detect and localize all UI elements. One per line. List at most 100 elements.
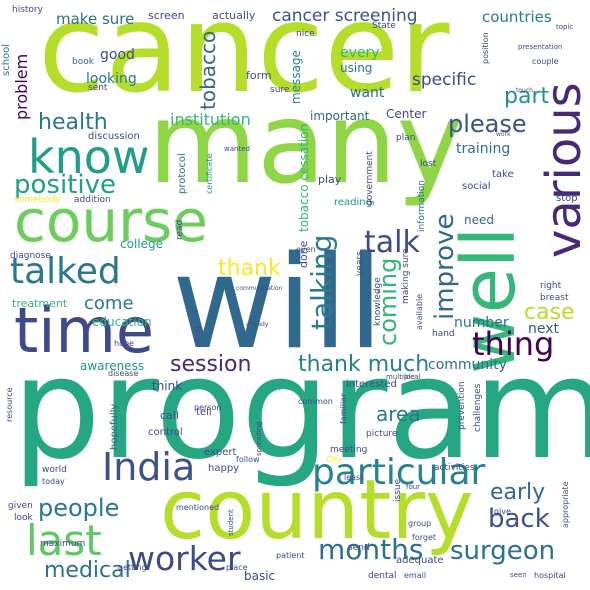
word: countries xyxy=(482,8,552,26)
word: today xyxy=(42,477,65,486)
word: resource xyxy=(5,387,14,422)
word: knowledge xyxy=(373,277,383,326)
word: please xyxy=(448,110,527,138)
word: case xyxy=(524,300,575,325)
word: protocol xyxy=(177,153,188,194)
word: thing xyxy=(472,325,555,363)
word: last xyxy=(26,516,102,565)
word: work xyxy=(496,131,511,138)
word: back xyxy=(488,504,550,534)
word: State xyxy=(372,21,396,31)
word: every xyxy=(340,45,380,61)
word: Center xyxy=(386,107,427,121)
word: presentation xyxy=(518,43,563,51)
word: available xyxy=(415,293,424,330)
word: nice xyxy=(296,29,315,39)
word: City xyxy=(326,455,342,464)
word: social xyxy=(462,181,491,192)
word: lost xyxy=(420,159,437,169)
word: position xyxy=(481,32,490,64)
word: screen xyxy=(148,9,185,22)
word: touch xyxy=(516,87,533,94)
word: breast xyxy=(540,293,569,303)
word: look xyxy=(14,513,33,523)
word: talk xyxy=(364,225,420,260)
word: thank much xyxy=(298,352,430,377)
word: will xyxy=(172,229,384,378)
word: form xyxy=(246,69,272,82)
word: thank xyxy=(218,256,281,281)
word: want xyxy=(350,85,385,101)
word: topic xyxy=(556,23,574,31)
word: many xyxy=(148,79,463,209)
word: tobacco xyxy=(196,30,220,110)
word: tobacco cessation xyxy=(297,123,311,232)
word: improve xyxy=(430,213,460,320)
word: looking xyxy=(86,71,137,87)
word: people xyxy=(38,494,120,522)
word: adequate xyxy=(396,555,444,566)
word: meeting xyxy=(330,445,368,455)
word: short xyxy=(193,325,202,346)
word: college xyxy=(120,237,163,251)
word: book xyxy=(72,57,94,67)
word: institution xyxy=(170,110,251,129)
word: play xyxy=(318,173,342,186)
word: addition xyxy=(74,195,111,205)
word: forget xyxy=(412,533,436,542)
word: activities xyxy=(434,463,475,473)
word: expert xyxy=(204,447,237,458)
word: call xyxy=(160,409,179,422)
word: education xyxy=(92,315,152,329)
word: student xyxy=(227,509,235,536)
word: multiple xyxy=(386,373,415,381)
word: actually xyxy=(212,9,256,22)
word: come xyxy=(84,293,134,314)
word: communication xyxy=(236,285,283,292)
word: early xyxy=(490,480,546,505)
word: school xyxy=(1,43,12,76)
word: government xyxy=(365,151,375,206)
word: familiar xyxy=(339,393,348,424)
word: give xyxy=(494,507,511,516)
word: next xyxy=(528,321,560,337)
word: awareness xyxy=(80,359,145,373)
word: control xyxy=(148,427,183,438)
word: information xyxy=(417,180,427,232)
word: couple xyxy=(532,57,559,66)
word: number xyxy=(454,315,509,331)
word: specific xyxy=(412,70,477,90)
word: particular xyxy=(312,452,486,493)
word: cancer screening xyxy=(272,6,418,26)
word: tell xyxy=(196,407,212,418)
word: given xyxy=(8,501,33,511)
word: message xyxy=(289,50,303,104)
word: spreading xyxy=(255,421,263,456)
word: reading xyxy=(334,197,372,208)
word: appropriate xyxy=(561,481,570,528)
word: right xyxy=(540,281,562,291)
word: health xyxy=(38,110,108,135)
word: history xyxy=(12,5,43,15)
word: sure xyxy=(270,85,290,95)
word: group xyxy=(408,519,432,528)
word: training xyxy=(456,141,511,157)
word: read xyxy=(175,219,185,240)
word: four xyxy=(406,483,421,491)
word: follow xyxy=(236,455,260,464)
word: important xyxy=(310,109,370,123)
word: months xyxy=(318,533,424,566)
word: hopefully xyxy=(109,403,120,450)
word: worker xyxy=(128,539,241,578)
word: community xyxy=(428,357,507,373)
word: challenges xyxy=(473,383,483,432)
word: making sure xyxy=(401,248,411,304)
word: send xyxy=(348,543,370,553)
word: picture xyxy=(366,429,398,439)
word: make sure xyxy=(56,10,135,28)
word: person xyxy=(194,403,222,412)
word: world xyxy=(42,465,67,475)
word: place xyxy=(226,563,248,572)
word: already xyxy=(246,321,269,328)
